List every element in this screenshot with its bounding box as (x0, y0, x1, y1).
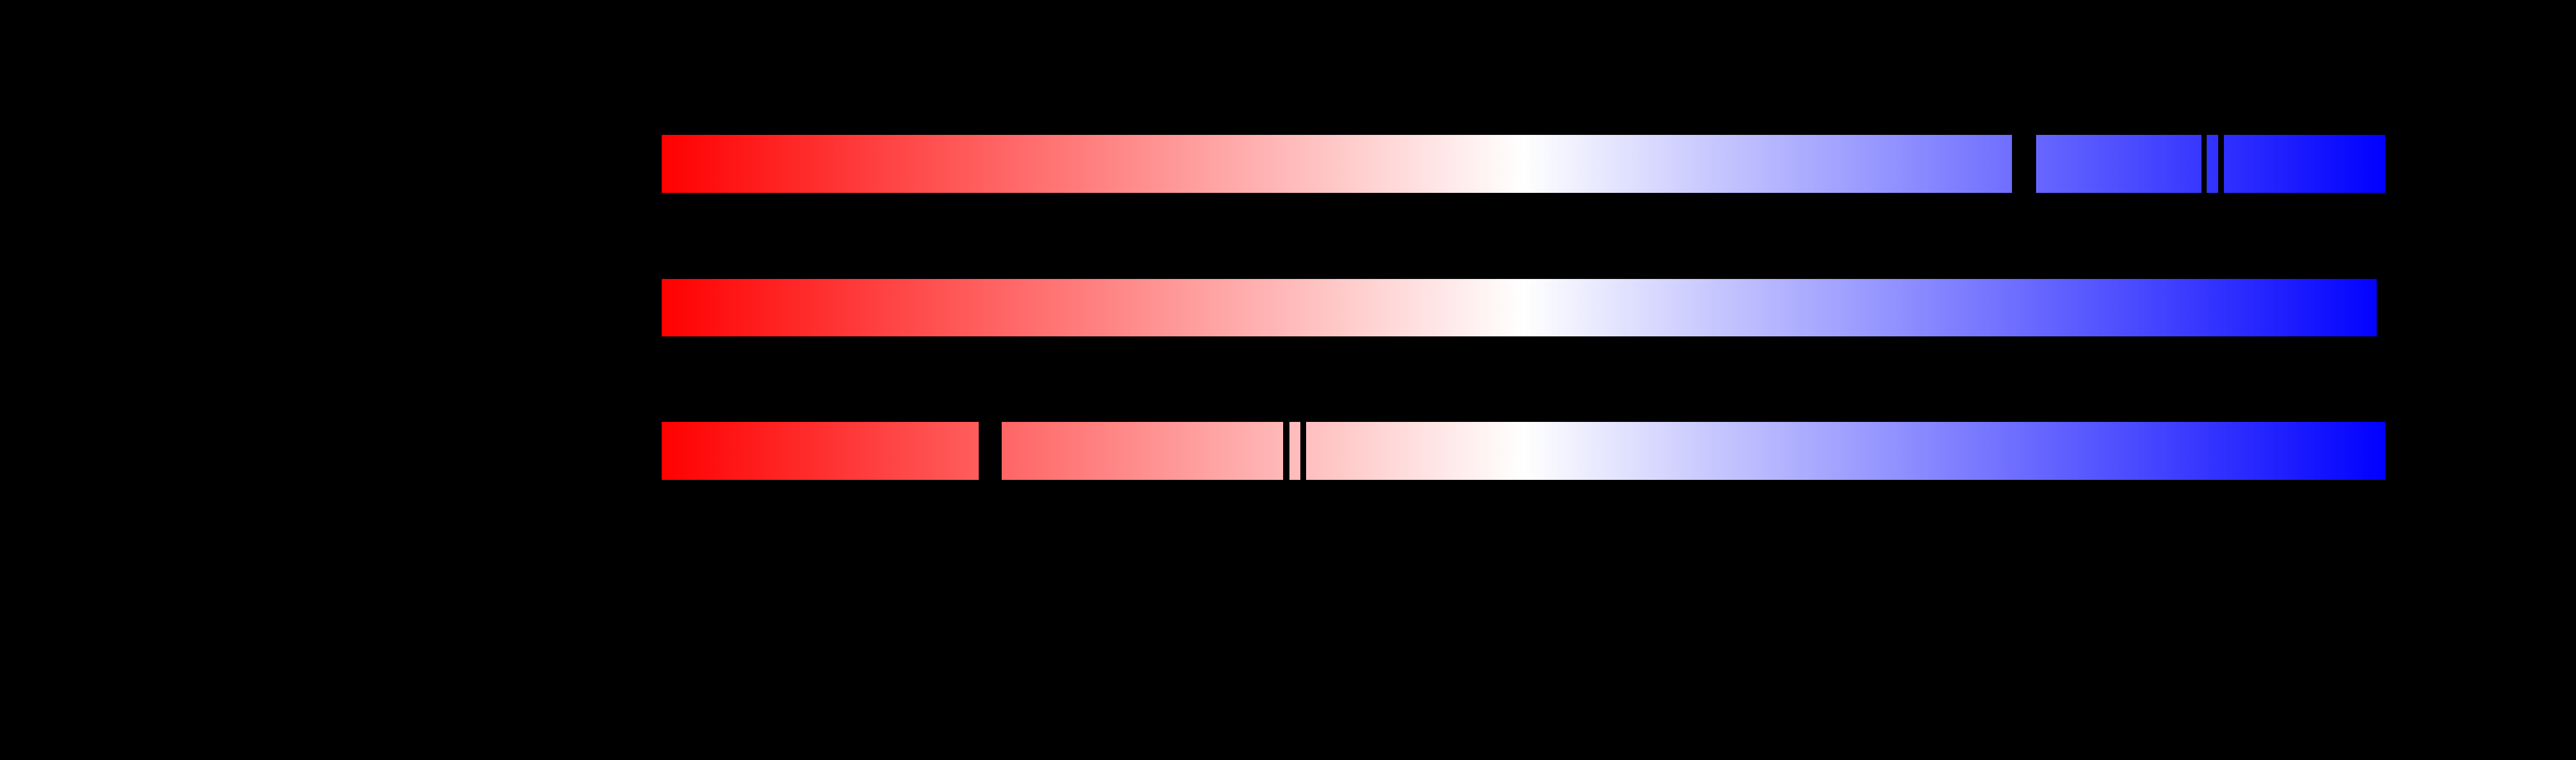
row-2-gap-mask (2376, 278, 2385, 337)
row-3-gradient-bar (662, 421, 2385, 480)
plot-area (662, 0, 2385, 760)
row-3-gap-mask (978, 421, 1002, 480)
row-3-gap-mask (1283, 421, 1289, 480)
row-1-gradient-bar (662, 134, 2385, 193)
row-3-gap-mask (1300, 421, 1307, 480)
row-2-gradient-bar (662, 278, 2385, 337)
row-1-gap-mask (2011, 134, 2036, 193)
row-1-gap-mask (2202, 134, 2207, 193)
row-1-gap-mask (2218, 134, 2224, 193)
